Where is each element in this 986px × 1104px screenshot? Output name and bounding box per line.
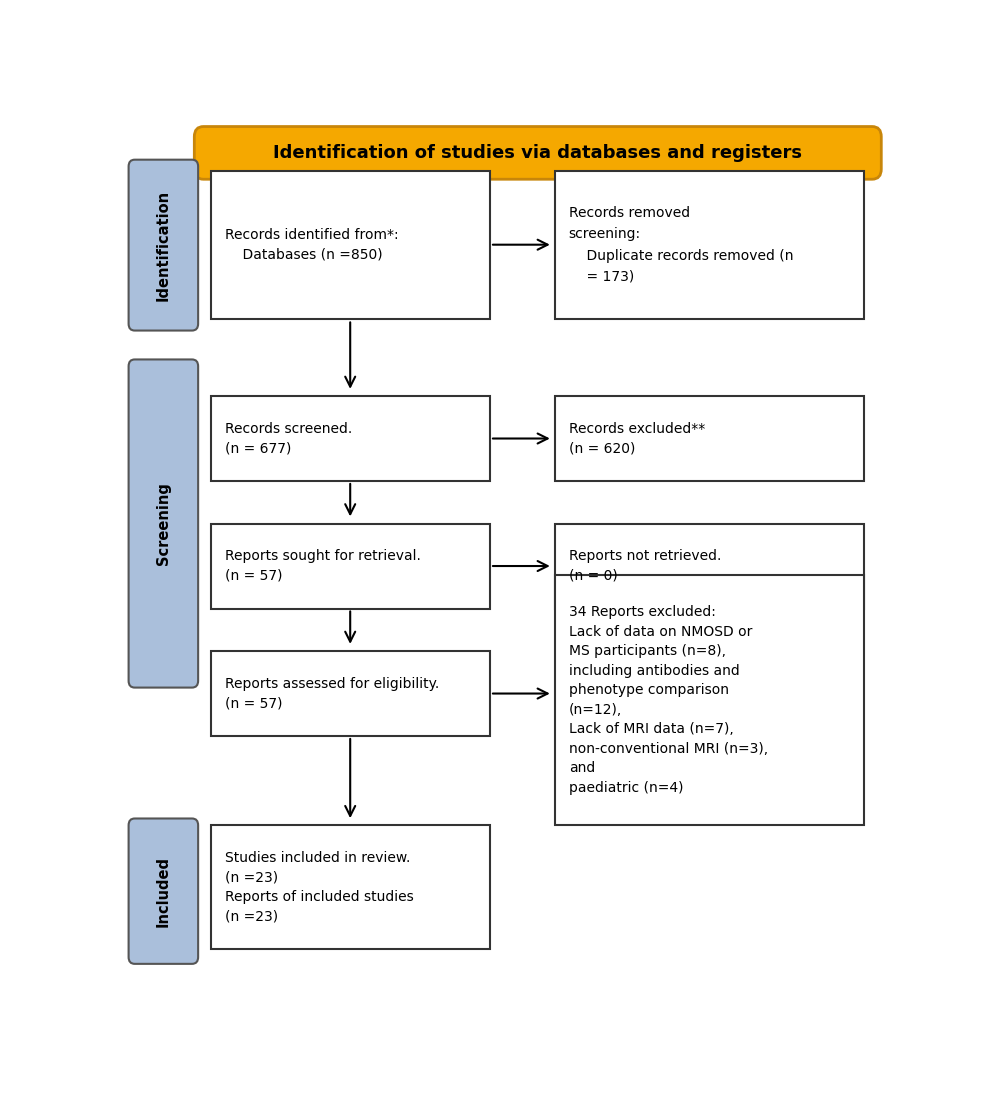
FancyBboxPatch shape xyxy=(211,396,490,481)
Text: Reports sought for retrieval.
(n = 57): Reports sought for retrieval. (n = 57) xyxy=(225,550,421,583)
Text: Screening: Screening xyxy=(156,482,171,565)
Text: Records excluded**
(n = 620): Records excluded** (n = 620) xyxy=(569,422,705,455)
FancyBboxPatch shape xyxy=(555,171,865,319)
FancyBboxPatch shape xyxy=(211,171,490,319)
Text: Records screened.
(n = 677): Records screened. (n = 677) xyxy=(225,422,352,455)
Text: Identification of studies via databases and registers: Identification of studies via databases … xyxy=(273,144,802,162)
Text: Studies included in review.
(n =23)
Reports of included studies
(n =23): Studies included in review. (n =23) Repo… xyxy=(225,851,414,923)
FancyBboxPatch shape xyxy=(128,360,198,688)
FancyBboxPatch shape xyxy=(128,818,198,964)
FancyBboxPatch shape xyxy=(555,523,865,608)
FancyBboxPatch shape xyxy=(194,127,881,179)
Text: screening:: screening: xyxy=(569,227,641,242)
Text: 34 Reports excluded:
Lack of data on NMOSD or
MS participants (n=8),
including a: 34 Reports excluded: Lack of data on NMO… xyxy=(569,605,768,795)
Text: Included: Included xyxy=(156,856,171,926)
Text: Reports assessed for eligibility.
(n = 57): Reports assessed for eligibility. (n = 5… xyxy=(225,677,439,710)
Text: Identification: Identification xyxy=(156,190,171,300)
FancyBboxPatch shape xyxy=(555,396,865,481)
Text: Reports not retrieved.
(n = 0): Reports not retrieved. (n = 0) xyxy=(569,550,721,583)
Text: Records removed: Records removed xyxy=(569,206,694,220)
FancyBboxPatch shape xyxy=(211,826,490,948)
Text: Duplicate records removed (n: Duplicate records removed (n xyxy=(569,248,794,263)
Text: = 173): = 173) xyxy=(569,270,634,284)
Text: Records identified from*:
    Databases (n =850): Records identified from*: Databases (n =… xyxy=(225,229,398,262)
FancyBboxPatch shape xyxy=(128,160,198,330)
FancyBboxPatch shape xyxy=(211,523,490,608)
FancyBboxPatch shape xyxy=(211,651,490,736)
FancyBboxPatch shape xyxy=(555,574,865,826)
